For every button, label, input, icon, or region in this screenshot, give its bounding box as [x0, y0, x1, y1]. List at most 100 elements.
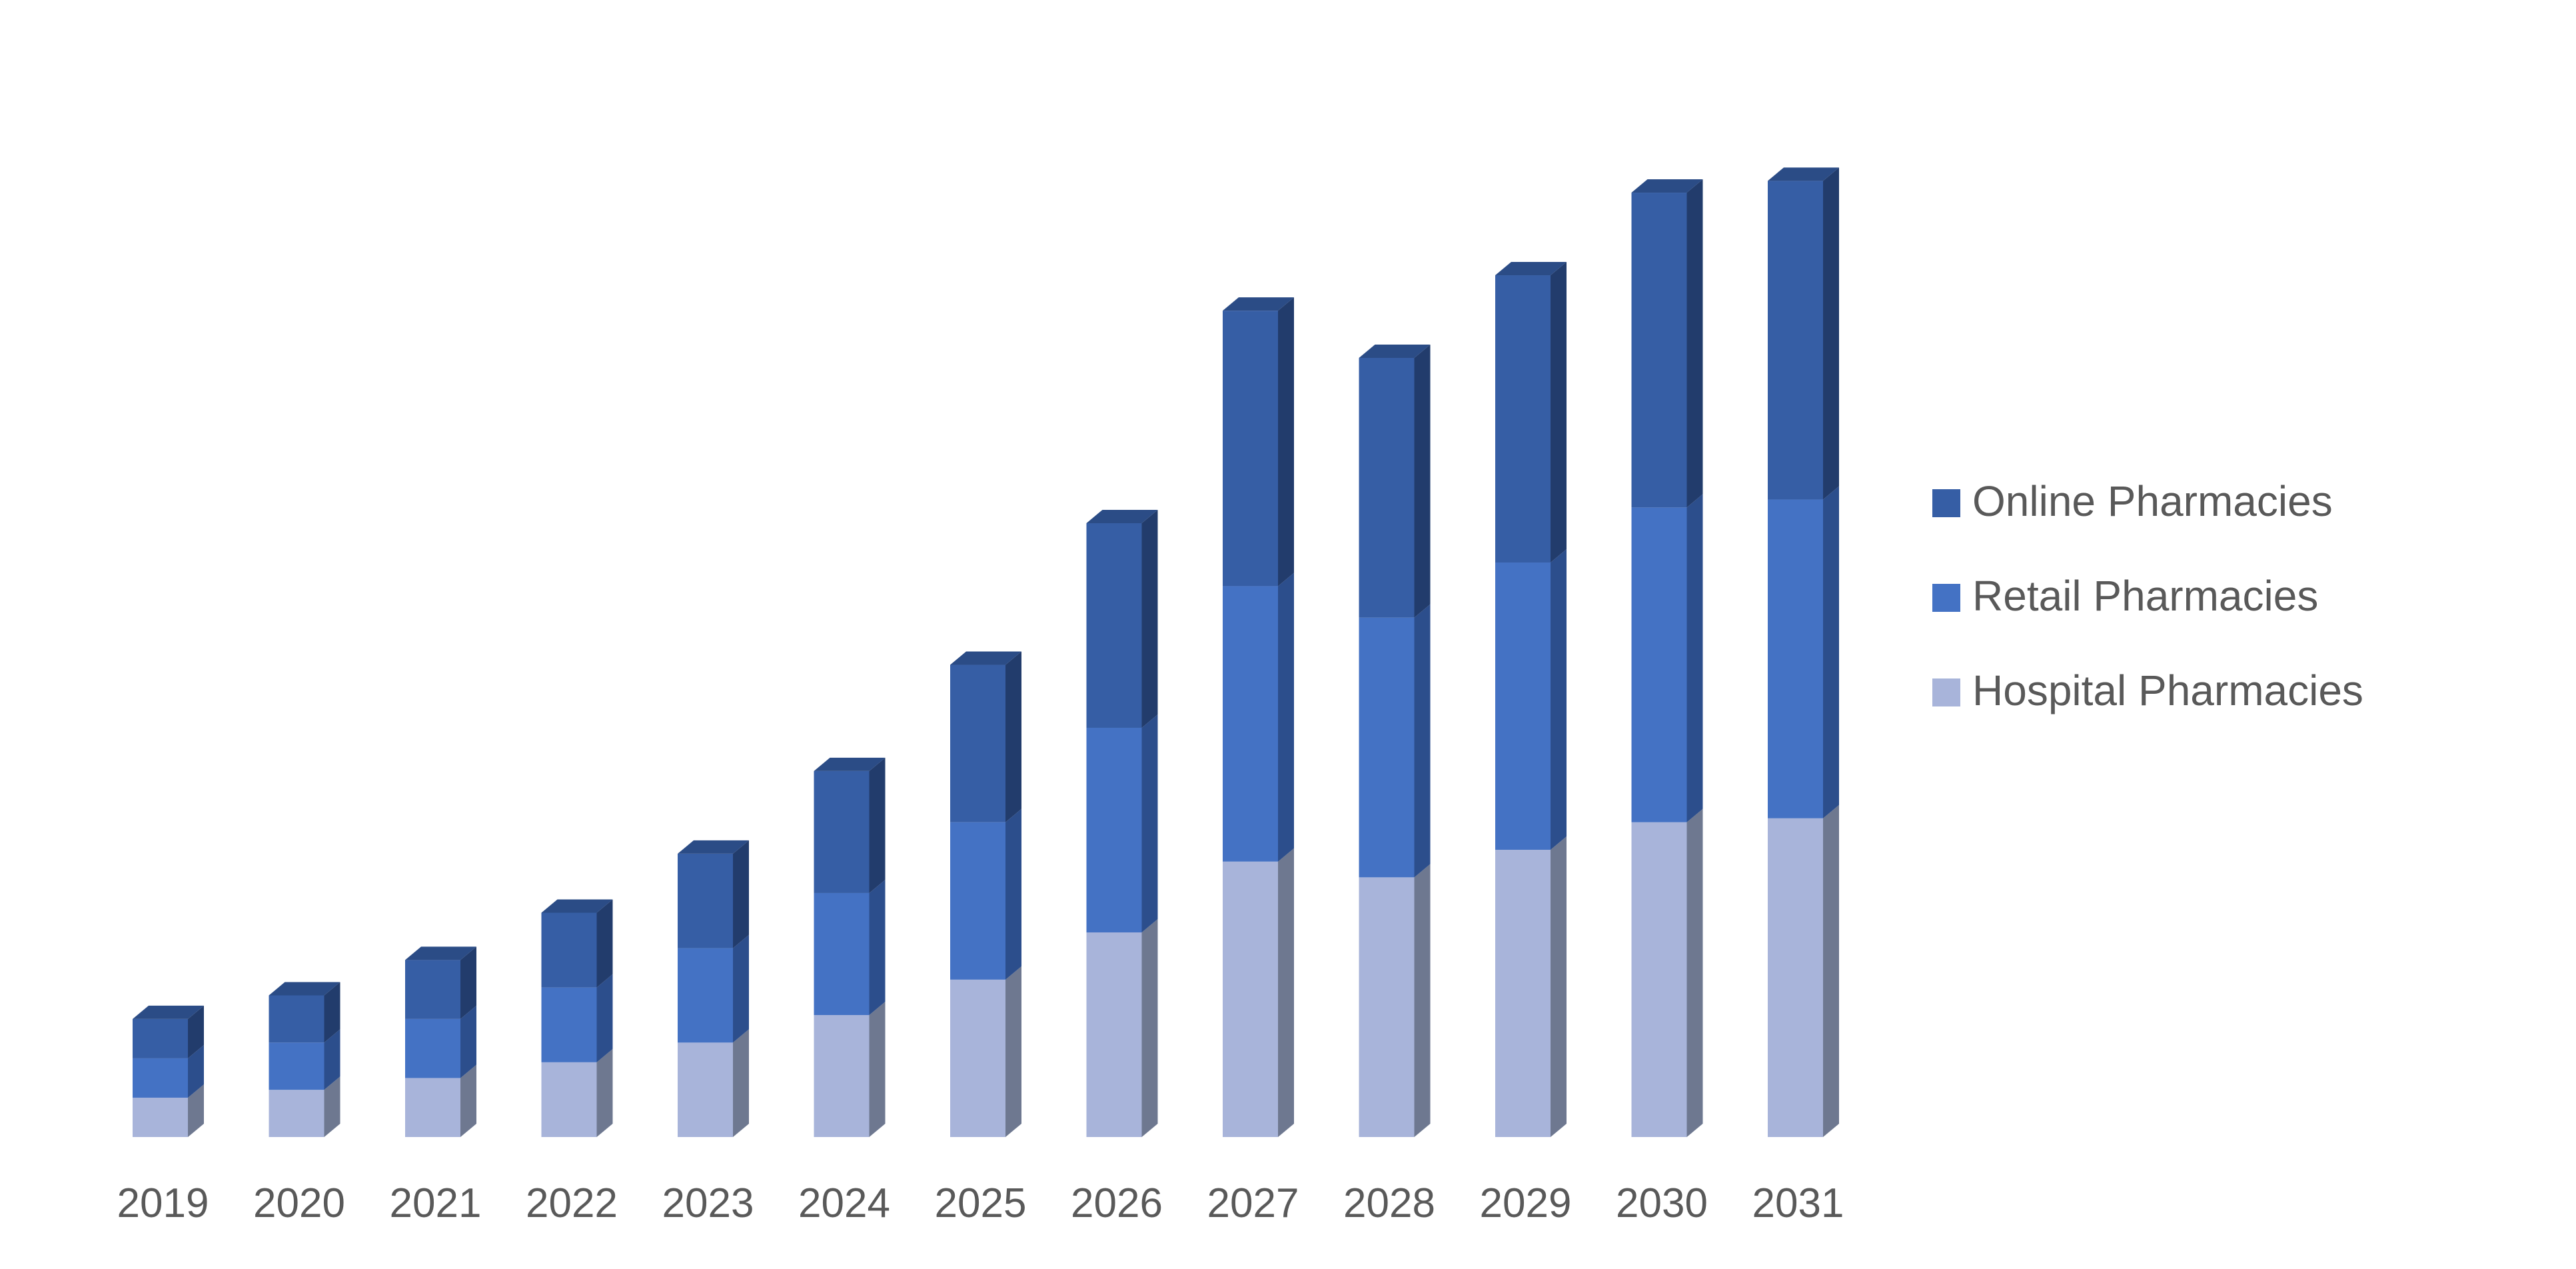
- bar-stack-2019: [133, 1005, 204, 1137]
- bar-hospital-pharmacies-2027-side: [1278, 848, 1294, 1137]
- bar-hospital-pharmacies-2031: [1768, 818, 1823, 1137]
- bar-retail-pharmacies-2022: [541, 987, 597, 1062]
- bar-hospital-pharmacies-2026: [1086, 932, 1142, 1137]
- bar-retail-pharmacies-2025: [950, 822, 1005, 980]
- bar-hospital-pharmacies-2019: [133, 1097, 188, 1137]
- legend-swatch-retail-pharmacies: [1932, 584, 1960, 612]
- bar-retail-pharmacies-2022-side: [596, 974, 613, 1062]
- bar-hospital-pharmacies-2022: [541, 1062, 597, 1137]
- bar-online-pharmacies-2023-top: [678, 840, 749, 854]
- bar-stack-2029: [1495, 262, 1567, 1137]
- bar-hospital-pharmacies-2030: [1631, 822, 1687, 1137]
- bar-hospital-pharmacies-2021-side: [460, 1064, 476, 1137]
- bar-stack-2024: [814, 757, 886, 1137]
- bar-online-pharmacies-2030-side: [1686, 179, 1703, 508]
- bar-stack-2027: [1223, 297, 1294, 1137]
- bar-hospital-pharmacies-2024-side: [869, 1001, 886, 1137]
- bar-hospital-pharmacies-2030-side: [1686, 808, 1703, 1137]
- bar-online-pharmacies-2019-top: [133, 1005, 204, 1019]
- legend-label-hospital-pharmacies: Hospital Pharmacies: [1972, 666, 2363, 714]
- bar-online-pharmacies-2025-side: [1005, 651, 1021, 822]
- bar-online-pharmacies-2025: [950, 664, 1005, 822]
- bar-online-pharmacies-2028: [1359, 358, 1415, 618]
- bar-hospital-pharmacies-2029: [1495, 850, 1551, 1137]
- bar-online-pharmacies-2024: [814, 770, 870, 893]
- bar-online-pharmacies-2030: [1631, 193, 1687, 508]
- x-tick-label-2020: 2020: [253, 1180, 345, 1226]
- bar-retail-pharmacies-2026-side: [1141, 714, 1158, 932]
- bar-online-pharmacies-2021-side: [460, 946, 476, 1019]
- x-tick-label-2029: 2029: [1480, 1180, 1572, 1226]
- bar-retail-pharmacies-2024: [814, 892, 870, 1015]
- bar-online-pharmacies-2019: [133, 1018, 188, 1058]
- bar-hospital-pharmacies-2024: [814, 1014, 870, 1137]
- bar-hospital-pharmacies-2022-side: [596, 1048, 613, 1137]
- bar-online-pharmacies-2025-top: [950, 651, 1021, 665]
- bar-online-pharmacies-2027: [1223, 311, 1278, 587]
- bar-online-pharmacies-2024-top: [814, 757, 886, 771]
- bar-hospital-pharmacies-2025-side: [1005, 966, 1021, 1137]
- x-tick-label-2021: 2021: [390, 1180, 482, 1226]
- bar-online-pharmacies-2029-top: [1495, 262, 1567, 276]
- bar-hospital-pharmacies-2020: [269, 1090, 324, 1137]
- bar-online-pharmacies-2028-top: [1359, 345, 1431, 359]
- x-axis-tick-labels: 2019 2020 2021 2022 2023 2024 2025 2026 2027 2028…: [117, 1180, 1844, 1226]
- bar-retail-pharmacies-2029: [1495, 563, 1551, 850]
- bar-online-pharmacies-2031: [1768, 181, 1823, 500]
- bar-online-pharmacies-2030-top: [1631, 179, 1703, 193]
- bar-online-pharmacies-2031-top: [1768, 167, 1839, 181]
- bar-online-pharmacies-2022-side: [596, 899, 613, 988]
- bar-retail-pharmacies-2025-side: [1005, 808, 1021, 980]
- bar-online-pharmacies-2022-top: [541, 899, 613, 913]
- bar-online-pharmacies-2031-side: [1823, 167, 1839, 500]
- bars-group: [133, 167, 1839, 1137]
- legend-swatch-hospital-pharmacies: [1932, 678, 1960, 706]
- bar-hospital-pharmacies-2027: [1223, 861, 1278, 1137]
- x-tick-label-2023: 2023: [662, 1180, 754, 1226]
- bar-stack-2026: [1086, 509, 1158, 1137]
- bar-retail-pharmacies-2020: [269, 1042, 324, 1090]
- bar-online-pharmacies-2026: [1086, 523, 1142, 728]
- x-tick-label-2022: 2022: [526, 1180, 618, 1226]
- bar-online-pharmacies-2027-side: [1278, 297, 1294, 587]
- bar-retail-pharmacies-2024-side: [869, 879, 886, 1015]
- bar-retail-pharmacies-2031: [1768, 499, 1823, 818]
- bar-stack-2022: [541, 899, 613, 1137]
- bar-online-pharmacies-2028-side: [1414, 345, 1431, 618]
- bar-retail-pharmacies-2027-side: [1278, 573, 1294, 862]
- bar-hospital-pharmacies-2026-side: [1141, 918, 1158, 1137]
- bar-retail-pharmacies-2021-side: [460, 1005, 476, 1078]
- bar-retail-pharmacies-2028: [1359, 617, 1415, 878]
- legend-swatch-online-pharmacies: [1932, 489, 1960, 517]
- legend-label-retail-pharmacies: Retail Pharmacies: [1972, 572, 2318, 620]
- bar-hospital-pharmacies-2021: [405, 1078, 460, 1137]
- x-tick-label-2026: 2026: [1071, 1180, 1163, 1226]
- x-tick-label-2028: 2028: [1343, 1180, 1435, 1226]
- bar-stack-2025: [950, 651, 1021, 1137]
- bar-retail-pharmacies-2023-side: [733, 934, 749, 1043]
- bar-retail-pharmacies-2030-side: [1686, 494, 1703, 822]
- legend: Online Pharmacies Retail Pharmacies Hospit…: [1932, 477, 2363, 714]
- bar-online-pharmacies-2019-side: [188, 1005, 204, 1058]
- bar-stack-2021: [405, 946, 476, 1137]
- bar-stack-2028: [1359, 345, 1431, 1137]
- x-tick-label-2024: 2024: [798, 1180, 890, 1226]
- bar-online-pharmacies-2020: [269, 995, 324, 1043]
- bar-online-pharmacies-2024-side: [869, 757, 886, 893]
- legend-item-online-pharmacies: Online Pharmacies: [1932, 477, 2333, 525]
- bar-online-pharmacies-2027-top: [1223, 297, 1294, 311]
- bar-online-pharmacies-2021-top: [405, 946, 476, 960]
- x-tick-label-2031: 2031: [1752, 1180, 1844, 1226]
- x-tick-label-2030: 2030: [1616, 1180, 1708, 1226]
- bar-stack-2031: [1768, 167, 1839, 1137]
- bar-online-pharmacies-2023: [678, 853, 733, 948]
- bar-hospital-pharmacies-2031-side: [1823, 804, 1839, 1137]
- bar-retail-pharmacies-2019: [133, 1058, 188, 1098]
- bar-online-pharmacies-2026-top: [1086, 509, 1158, 523]
- bar-retail-pharmacies-2031-side: [1823, 486, 1839, 818]
- bar-hospital-pharmacies-2028: [1359, 877, 1415, 1137]
- bar-retail-pharmacies-2019-side: [188, 1044, 204, 1098]
- bar-retail-pharmacies-2029-side: [1551, 549, 1567, 850]
- legend-label-online-pharmacies: Online Pharmacies: [1972, 477, 2333, 525]
